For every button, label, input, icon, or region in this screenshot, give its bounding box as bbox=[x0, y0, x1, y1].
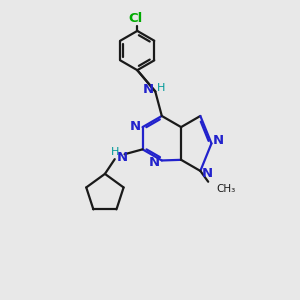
Text: CH₃: CH₃ bbox=[217, 184, 236, 194]
Text: N: N bbox=[201, 167, 212, 180]
Text: N: N bbox=[117, 151, 128, 164]
Text: Cl: Cl bbox=[128, 12, 143, 25]
Text: H: H bbox=[111, 147, 119, 157]
Text: N: N bbox=[213, 134, 224, 147]
Text: N: N bbox=[143, 83, 154, 96]
Text: H: H bbox=[157, 82, 165, 92]
Text: N: N bbox=[130, 120, 141, 133]
Text: N: N bbox=[149, 156, 160, 169]
